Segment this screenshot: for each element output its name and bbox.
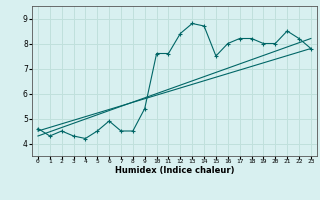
X-axis label: Humidex (Indice chaleur): Humidex (Indice chaleur)	[115, 166, 234, 175]
